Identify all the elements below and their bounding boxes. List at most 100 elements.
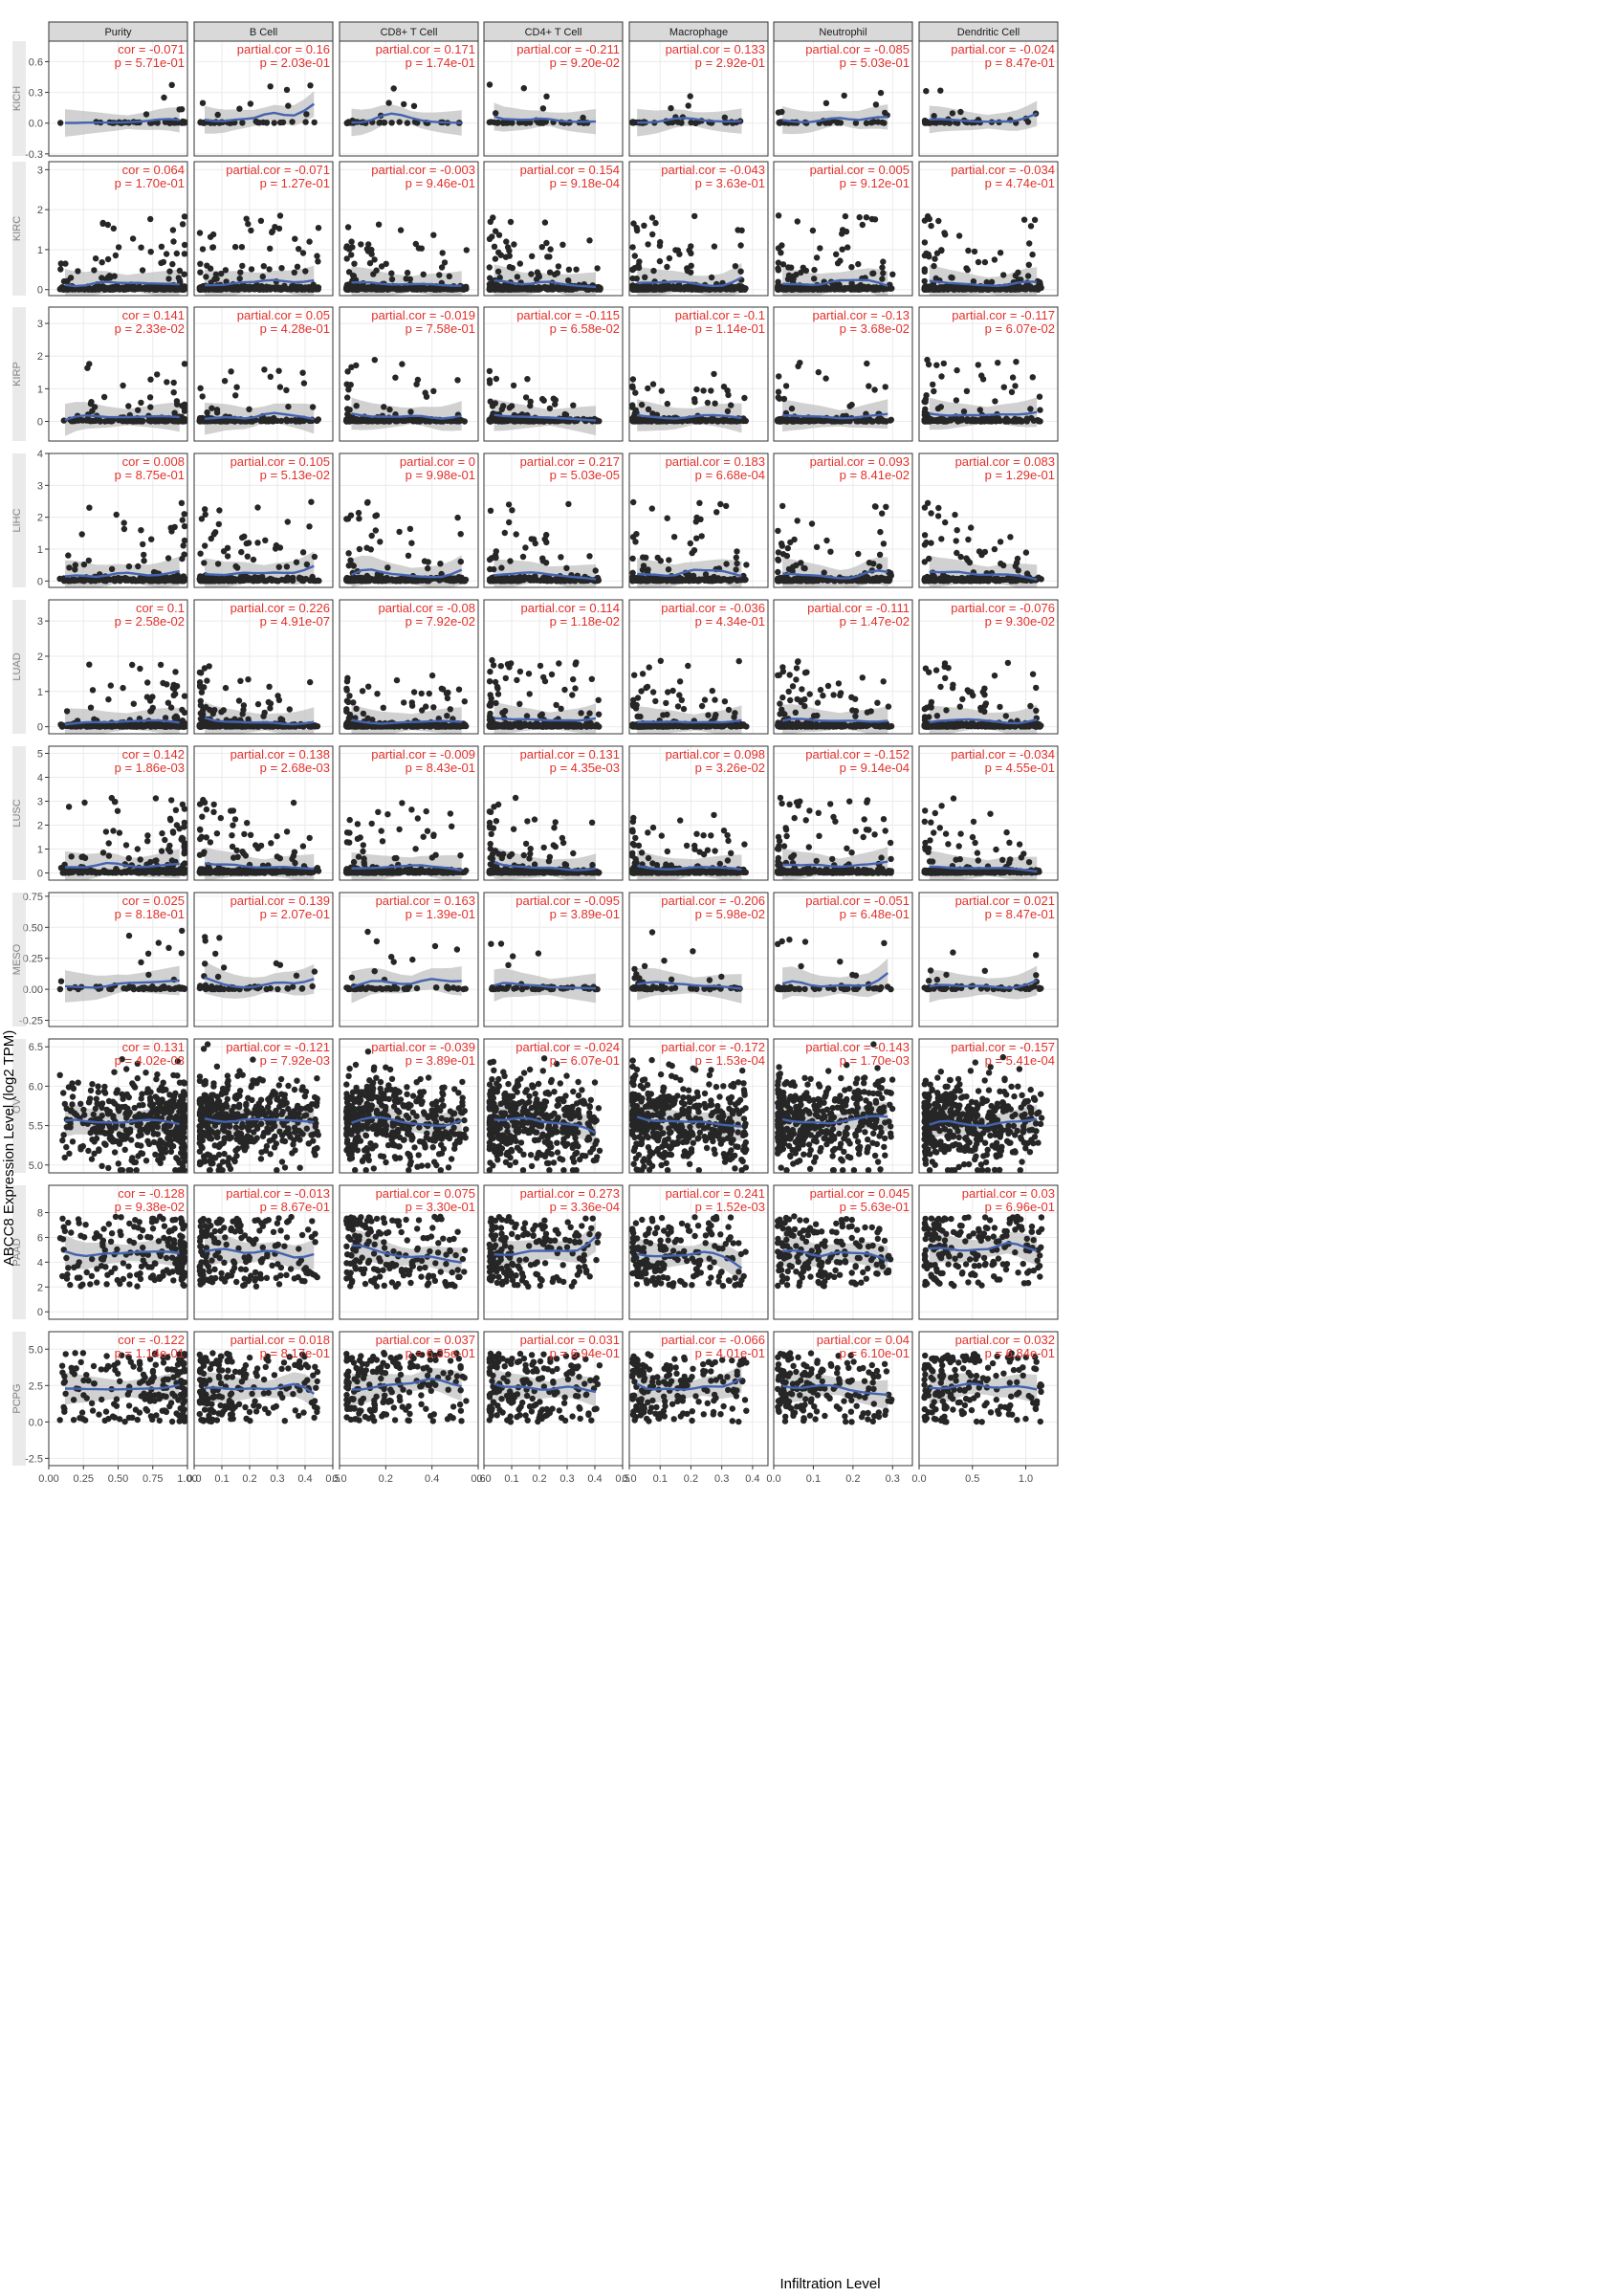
data-point bbox=[1034, 416, 1042, 424]
data-point bbox=[170, 238, 177, 245]
corr-label: cor = 0.008 bbox=[122, 454, 185, 469]
data-point bbox=[311, 119, 318, 126]
corr-label: partial.cor = -0.1 bbox=[675, 308, 765, 322]
data-point bbox=[922, 406, 929, 412]
data-point bbox=[942, 232, 949, 238]
data-point bbox=[152, 417, 159, 424]
data-point bbox=[506, 263, 514, 271]
data-point bbox=[221, 378, 229, 385]
data-point bbox=[353, 403, 360, 409]
data-point bbox=[285, 102, 292, 109]
data-point bbox=[728, 402, 735, 408]
data-point bbox=[257, 576, 264, 583]
data-point bbox=[975, 258, 982, 266]
data-point bbox=[262, 537, 269, 543]
data-point bbox=[664, 263, 670, 271]
data-point bbox=[214, 111, 221, 119]
data-point bbox=[162, 119, 169, 125]
data-point bbox=[158, 417, 164, 424]
strip-label: CD8+ T Cell bbox=[381, 27, 438, 38]
y-tick-label: 3 bbox=[37, 480, 43, 492]
data-point bbox=[138, 577, 144, 584]
data-point bbox=[935, 217, 942, 225]
data-point bbox=[385, 99, 392, 106]
data-point bbox=[181, 418, 187, 425]
data-point bbox=[539, 395, 546, 403]
data-point bbox=[145, 283, 152, 291]
panel-bg bbox=[629, 41, 768, 156]
data-point bbox=[457, 531, 464, 538]
data-point bbox=[995, 360, 1001, 366]
data-point bbox=[957, 108, 964, 116]
data-point bbox=[981, 258, 989, 266]
data-point bbox=[529, 253, 536, 259]
data-point bbox=[948, 274, 954, 281]
data-point bbox=[293, 559, 300, 565]
data-point bbox=[1024, 119, 1032, 125]
data-point bbox=[837, 257, 844, 264]
data-point bbox=[541, 219, 549, 226]
pvalue-label: p = 2.03e-01 bbox=[260, 55, 330, 70]
data-point bbox=[965, 247, 972, 254]
data-point bbox=[371, 357, 378, 364]
data-point bbox=[213, 407, 221, 413]
data-point bbox=[138, 399, 144, 407]
data-point bbox=[629, 244, 636, 251]
corr-label: cor = -0.071 bbox=[118, 42, 185, 56]
data-point bbox=[454, 514, 461, 521]
corr-label: partial.cor = 0.005 bbox=[810, 163, 910, 177]
data-point bbox=[931, 387, 937, 395]
data-point bbox=[299, 549, 307, 556]
data-point bbox=[775, 267, 782, 274]
data-point bbox=[645, 385, 651, 392]
data-point bbox=[516, 260, 523, 267]
data-point bbox=[233, 384, 240, 390]
data-point bbox=[629, 384, 636, 391]
data-point bbox=[234, 284, 241, 291]
data-point bbox=[143, 111, 150, 118]
data-point bbox=[386, 406, 393, 413]
data-point bbox=[224, 285, 230, 292]
corr-label: partial.cor = 0.154 bbox=[520, 163, 620, 177]
data-point bbox=[260, 263, 267, 270]
data-point bbox=[426, 417, 432, 425]
data-point bbox=[99, 259, 105, 266]
data-point bbox=[629, 416, 637, 424]
data-point bbox=[276, 384, 284, 390]
data-point bbox=[283, 386, 290, 393]
data-point bbox=[297, 576, 304, 583]
data-point bbox=[989, 416, 996, 423]
data-point bbox=[181, 537, 188, 544]
data-point bbox=[198, 576, 206, 583]
data-point bbox=[129, 235, 137, 242]
data-point bbox=[158, 243, 165, 250]
data-point bbox=[879, 276, 886, 282]
data-point bbox=[258, 283, 265, 290]
data-point bbox=[292, 417, 298, 424]
panel-border bbox=[339, 40, 479, 157]
data-point bbox=[520, 85, 527, 92]
data-point bbox=[455, 574, 462, 581]
data-point bbox=[169, 227, 177, 233]
data-point bbox=[384, 286, 391, 293]
data-point bbox=[306, 238, 313, 245]
data-point bbox=[369, 418, 376, 425]
data-point bbox=[105, 417, 113, 425]
data-point bbox=[314, 253, 320, 259]
data-point bbox=[343, 244, 350, 252]
data-point bbox=[530, 418, 537, 425]
panel-bg bbox=[774, 41, 912, 156]
data-point bbox=[1003, 417, 1011, 425]
data-point bbox=[675, 284, 683, 291]
data-point bbox=[139, 267, 146, 274]
data-point bbox=[289, 119, 296, 125]
data-point bbox=[401, 100, 407, 108]
data-point bbox=[779, 261, 787, 268]
data-point bbox=[879, 264, 886, 271]
data-point bbox=[99, 283, 106, 290]
data-point bbox=[108, 565, 116, 572]
data-point bbox=[343, 281, 351, 288]
data-point bbox=[430, 232, 437, 238]
data-point bbox=[629, 266, 636, 273]
